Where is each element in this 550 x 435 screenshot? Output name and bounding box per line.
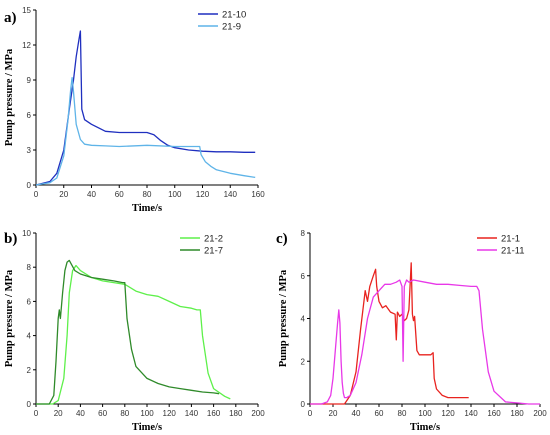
x-tick-label: 140 (464, 409, 478, 418)
panel-label: b) (4, 231, 17, 247)
x-tick-label: 60 (375, 409, 384, 418)
x-tick-label: 160 (251, 190, 265, 199)
y-tick-label: 3 (27, 146, 32, 155)
x-tick-label: 200 (251, 409, 265, 418)
y-tick-label: 6 (301, 272, 306, 281)
y-tick-label: 4 (301, 315, 306, 324)
legend-label: 21-2 (204, 234, 223, 245)
x-tick-label: 40 (76, 409, 85, 418)
x-tick-label: 0 (34, 409, 39, 418)
chart-panel-3: 0 20 40 60 80 100 120 140 160 180 200 0 2 4 6 8 Time/s Pu… (276, 229, 547, 433)
legend: 21-121-11 (477, 234, 525, 257)
panel-label: c) (276, 231, 288, 247)
x-tick-label: 200 (533, 409, 547, 418)
x-tick-label: 40 (87, 190, 96, 199)
x-tick-label: 120 (196, 190, 210, 199)
x-tick-label: 80 (120, 409, 129, 418)
series-line-21-11 (310, 279, 540, 405)
x-tick-label: 180 (229, 409, 243, 418)
x-tick-label: 160 (207, 409, 221, 418)
x-axis-title: Time/s (132, 203, 162, 214)
y-tick-label: 4 (27, 332, 32, 341)
y-axis-title: Pump pressure / MPa (278, 269, 289, 367)
x-tick-label: 20 (59, 190, 68, 199)
y-tick-label: 2 (301, 357, 306, 366)
y-tick-label: 9 (27, 76, 32, 85)
x-tick-label: 100 (418, 409, 432, 418)
x-tick-label: 60 (115, 190, 124, 199)
x-tick-label: 60 (98, 409, 107, 418)
x-tick-label: 80 (398, 409, 407, 418)
y-axis-title: Pump pressure / MPa (4, 48, 15, 146)
y-axis-title: Pump pressure / MPa (4, 269, 15, 367)
x-tick-label: 100 (140, 409, 154, 418)
y-tick-label: 0 (301, 400, 306, 409)
x-tick-label: 20 (54, 409, 63, 418)
legend-label: 21-11 (501, 246, 525, 257)
x-tick-label: 120 (441, 409, 455, 418)
x-tick-label: 0 (34, 190, 39, 199)
x-tick-label: 80 (143, 190, 152, 199)
y-tick-label: 15 (22, 6, 31, 15)
x-axis-title: Time/s (410, 422, 440, 433)
x-tick-label: 20 (329, 409, 338, 418)
y-tick-label: 0 (27, 181, 32, 190)
x-tick-label: 0 (308, 409, 313, 418)
x-tick-label: 120 (163, 409, 177, 418)
x-tick-label: 160 (487, 409, 501, 418)
chart-panel-2: 0 20 40 60 80 100 120 140 160 180 200 0 2 4 6 8 10 Time/s… (4, 229, 265, 433)
y-tick-label: 0 (27, 400, 32, 409)
y-tick-label: 2 (27, 366, 32, 375)
legend-label: 21-7 (204, 246, 223, 257)
legend-label: 21-10 (222, 10, 246, 21)
x-tick-label: 140 (185, 409, 199, 418)
legend-label: 21-9 (222, 22, 241, 33)
y-tick-label: 8 (301, 229, 306, 238)
series-line-21-2 (36, 264, 231, 405)
panel-label: a) (4, 10, 17, 26)
x-tick-label: 140 (224, 190, 238, 199)
legend-label: 21-1 (501, 234, 520, 245)
series-line-21-1 (310, 262, 469, 405)
y-tick-label: 8 (27, 263, 32, 272)
x-axis-title: Time/s (132, 422, 162, 433)
series-line-21-9 (35, 77, 256, 186)
x-tick-label: 180 (510, 409, 524, 418)
chart-panel-1: 0 20 40 60 80 100 120 140 160 0 3 6 9 12 15 Time/s Pump … (4, 6, 265, 214)
series-line-21-7 (36, 259, 220, 405)
y-tick-label: 10 (22, 229, 31, 238)
x-tick-label: 100 (168, 190, 182, 199)
y-tick-label: 6 (27, 297, 32, 306)
legend: 21-221-7 (180, 234, 223, 257)
x-tick-label: 40 (352, 409, 361, 418)
y-tick-label: 12 (22, 41, 31, 50)
y-tick-label: 6 (27, 111, 32, 120)
